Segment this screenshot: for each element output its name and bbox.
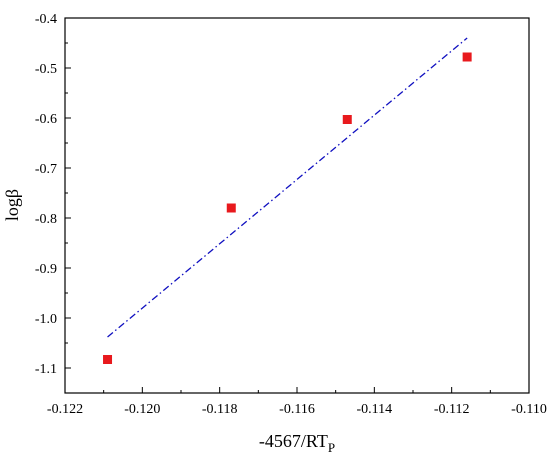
- y-tick-label: -0.6: [35, 112, 57, 127]
- data-point: [462, 52, 472, 62]
- y-tick-label: -1.0: [35, 312, 57, 327]
- fit-line: [107, 37, 468, 338]
- y-tick-label: -0.5: [35, 62, 57, 77]
- data-point: [342, 115, 352, 124]
- x-tick-label: -0.116: [279, 402, 315, 417]
- y-axis-ticks: -1.1 -1.0 -0.9 -0.8 -0.7 -0.6 -0.5 -0.4: [35, 12, 71, 377]
- x-tick-label: -0.118: [202, 402, 238, 417]
- y-tick-label: -0.8: [35, 212, 57, 227]
- x-tick-label: -0.114: [357, 402, 393, 417]
- x-axis-title: -4567/RTP: [259, 431, 335, 455]
- x-axis-ticks: -0.122 -0.120 -0.118 -0.116 -0.114 -0.112 -0.1…: [47, 387, 547, 417]
- x-tick-label: -0.122: [47, 402, 83, 417]
- series-layer: [103, 37, 472, 364]
- data-point: [103, 355, 113, 364]
- plot-frame: [64, 17, 530, 394]
- x-tick-label: -0.120: [124, 402, 160, 417]
- y-tick-label: -0.7: [35, 162, 57, 177]
- y-tick-label: -1.1: [35, 362, 57, 377]
- data-point: [226, 203, 236, 213]
- y-tick-label: -0.4: [35, 12, 57, 27]
- x-tick-label: -0.112: [434, 402, 470, 417]
- x-tick-label: -0.110: [511, 402, 547, 417]
- y-tick-label: -0.9: [35, 262, 57, 277]
- y-axis-title: logβ: [2, 189, 22, 221]
